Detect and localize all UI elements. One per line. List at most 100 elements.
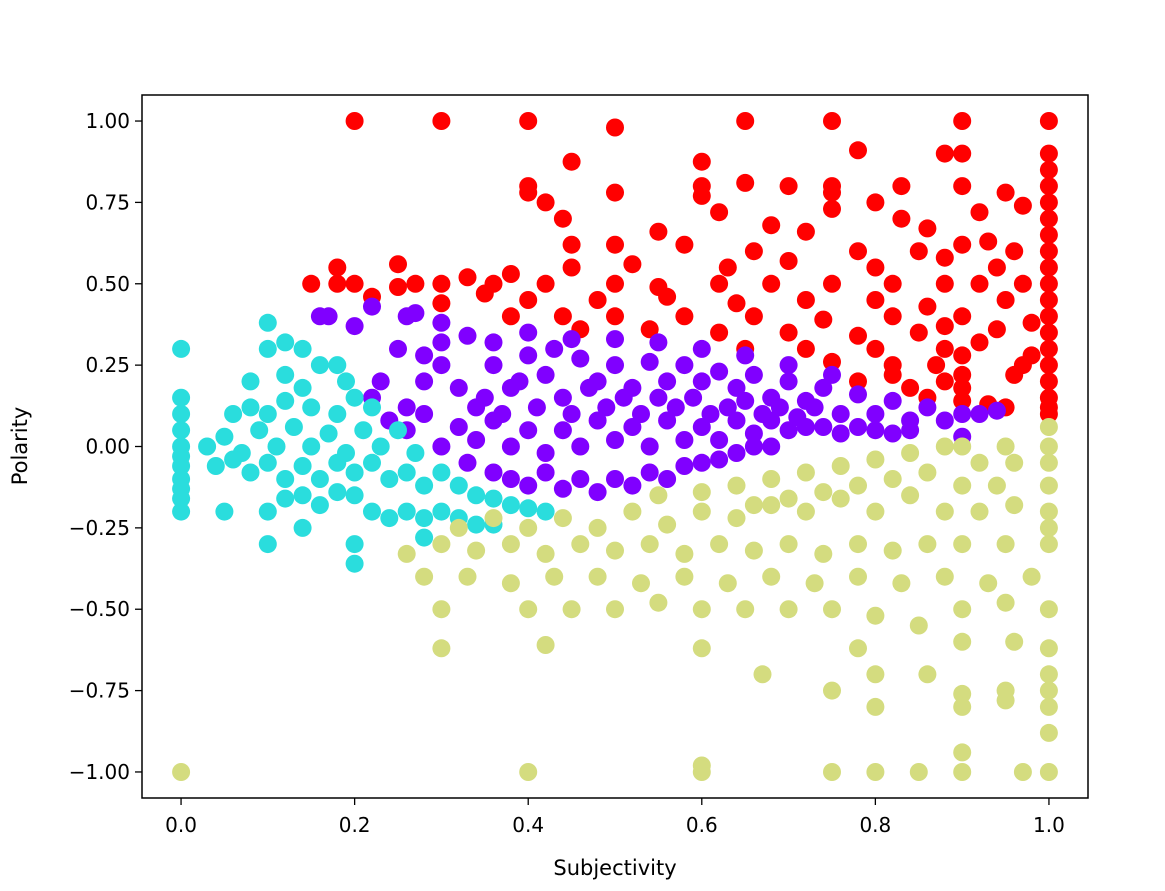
- data-point: [779, 372, 798, 391]
- data-point: [1005, 365, 1024, 384]
- data-point: [337, 372, 355, 391]
- data-point: [623, 418, 642, 436]
- data-point: [1013, 763, 1032, 781]
- x-tick-label: 0.2: [339, 813, 371, 837]
- data-point: [805, 574, 824, 593]
- data-point: [935, 274, 954, 293]
- data-point: [901, 444, 920, 462]
- data-point: [692, 152, 711, 171]
- data-point: [831, 489, 850, 508]
- data-point: [927, 356, 946, 375]
- data-point: [953, 763, 972, 781]
- data-point: [718, 398, 737, 417]
- data-point: [953, 378, 972, 397]
- data-point: [640, 463, 659, 482]
- data-point: [606, 330, 624, 349]
- data-point: [606, 470, 624, 488]
- data-point: [1039, 453, 1058, 472]
- data-point: [849, 639, 867, 658]
- data-point: [406, 444, 425, 462]
- x-tick-label: 0.0: [165, 813, 197, 837]
- data-point: [449, 418, 468, 436]
- data-point: [293, 339, 312, 358]
- data-point: [796, 339, 815, 358]
- data-point: [536, 502, 555, 521]
- data-point: [953, 307, 972, 326]
- data-point: [415, 528, 434, 547]
- data-point: [632, 574, 650, 593]
- x-axis: 0.0 0.2 0.4 0.6 0.8 1.0: [165, 798, 1065, 837]
- data-point: [692, 600, 711, 619]
- data-point: [536, 463, 555, 482]
- data-point: [953, 391, 972, 410]
- data-point: [823, 199, 841, 218]
- data-point: [606, 307, 624, 326]
- data-point: [779, 252, 798, 270]
- data-point: [293, 486, 312, 505]
- data-point: [796, 291, 815, 309]
- data-point: [293, 518, 312, 537]
- data-point: [996, 535, 1015, 554]
- data-point: [736, 112, 755, 130]
- data-point: [744, 365, 763, 384]
- data-point: [823, 365, 841, 384]
- data-point: [1039, 665, 1058, 684]
- data-point: [302, 437, 321, 456]
- data-point: [883, 424, 902, 443]
- data-point: [484, 356, 503, 375]
- data-point: [458, 268, 477, 287]
- data-point: [953, 235, 972, 254]
- data-point: [762, 567, 781, 586]
- data-point: [866, 665, 885, 684]
- data-point: [224, 450, 243, 469]
- data-point: [684, 388, 703, 407]
- data-point: [258, 405, 277, 423]
- data-point: [467, 431, 486, 449]
- y-tick-label: 0.00: [85, 435, 130, 459]
- data-point: [562, 258, 581, 277]
- data-point: [649, 593, 668, 612]
- data-point: [172, 502, 191, 521]
- data-point: [389, 421, 407, 440]
- data-point: [224, 405, 243, 423]
- data-point: [935, 339, 954, 358]
- data-point: [953, 743, 972, 762]
- data-point: [736, 173, 755, 192]
- data-point: [276, 470, 295, 488]
- data-point: [692, 763, 711, 781]
- data-point: [588, 483, 607, 502]
- data-point: [397, 463, 416, 482]
- data-point: [536, 193, 555, 212]
- data-point: [918, 665, 937, 684]
- data-point: [172, 339, 191, 358]
- data-point: [328, 405, 347, 423]
- data-point: [449, 476, 468, 495]
- data-point: [606, 274, 624, 293]
- data-point: [1039, 763, 1058, 781]
- data-point: [1039, 307, 1058, 326]
- data-point: [328, 483, 347, 502]
- y-tick-label: −0.50: [69, 597, 130, 621]
- data-point: [284, 418, 303, 436]
- data-point: [606, 541, 624, 560]
- data-point: [935, 567, 954, 586]
- data-point: [640, 535, 659, 554]
- data-point: [744, 242, 763, 261]
- data-point: [1039, 112, 1058, 130]
- data-point: [380, 509, 399, 528]
- y-tick-label: 0.75: [85, 190, 130, 214]
- data-point: [432, 112, 451, 130]
- data-point: [909, 763, 928, 781]
- data-point: [640, 437, 659, 456]
- data-point: [779, 535, 798, 554]
- data-point: [519, 112, 538, 130]
- data-point: [718, 258, 737, 277]
- data-point: [753, 665, 772, 684]
- data-point: [1013, 274, 1032, 293]
- data-point: [831, 457, 850, 475]
- data-point: [1039, 398, 1058, 417]
- data-point: [397, 502, 416, 521]
- data-point: [901, 486, 920, 505]
- data-point: [849, 385, 867, 404]
- data-point: [1039, 723, 1058, 742]
